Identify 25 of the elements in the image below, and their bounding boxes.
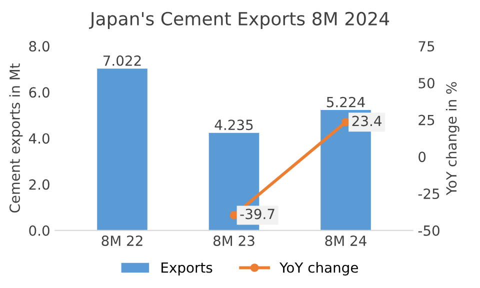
- y-tick-label: 0.0: [29, 225, 50, 236]
- data-label: -39.7: [240, 208, 274, 220]
- data-label: 7.022: [104, 55, 141, 66]
- bar: [97, 68, 148, 230]
- y-tick-label: 6.0: [29, 87, 50, 98]
- y2-axis-title: YoY change in %: [446, 82, 460, 196]
- y2-tick-label: -50: [418, 225, 440, 236]
- y2-tick-label: 0: [418, 152, 426, 162]
- data-label: 4.235: [214, 120, 253, 130]
- y-tick-label: 8.0: [29, 41, 50, 52]
- y-tick-label: 2.0: [29, 179, 50, 190]
- x-tick-label: 8M 23: [213, 236, 254, 246]
- y2-tick-label: 75: [418, 41, 434, 52]
- chart-title: Japan's Cement Exports 8M 2024: [88, 12, 390, 29]
- y-tick-label: 4.0: [28, 133, 50, 144]
- y2-tick-label: 50: [418, 78, 434, 88]
- x-tick-label: 8M 22: [102, 236, 142, 246]
- legend-label: YoY change: [280, 262, 358, 276]
- legend-label: Exports: [162, 262, 212, 276]
- y2-tick-label: -25: [418, 188, 440, 200]
- data-label: 23.4: [352, 116, 382, 126]
- y2-tick-label: 25: [418, 114, 434, 126]
- x-tick-label: 8M 24: [325, 236, 366, 246]
- y-axis-title: Cement exports in Mt: [9, 64, 23, 213]
- data-label: 5.224: [326, 96, 365, 108]
